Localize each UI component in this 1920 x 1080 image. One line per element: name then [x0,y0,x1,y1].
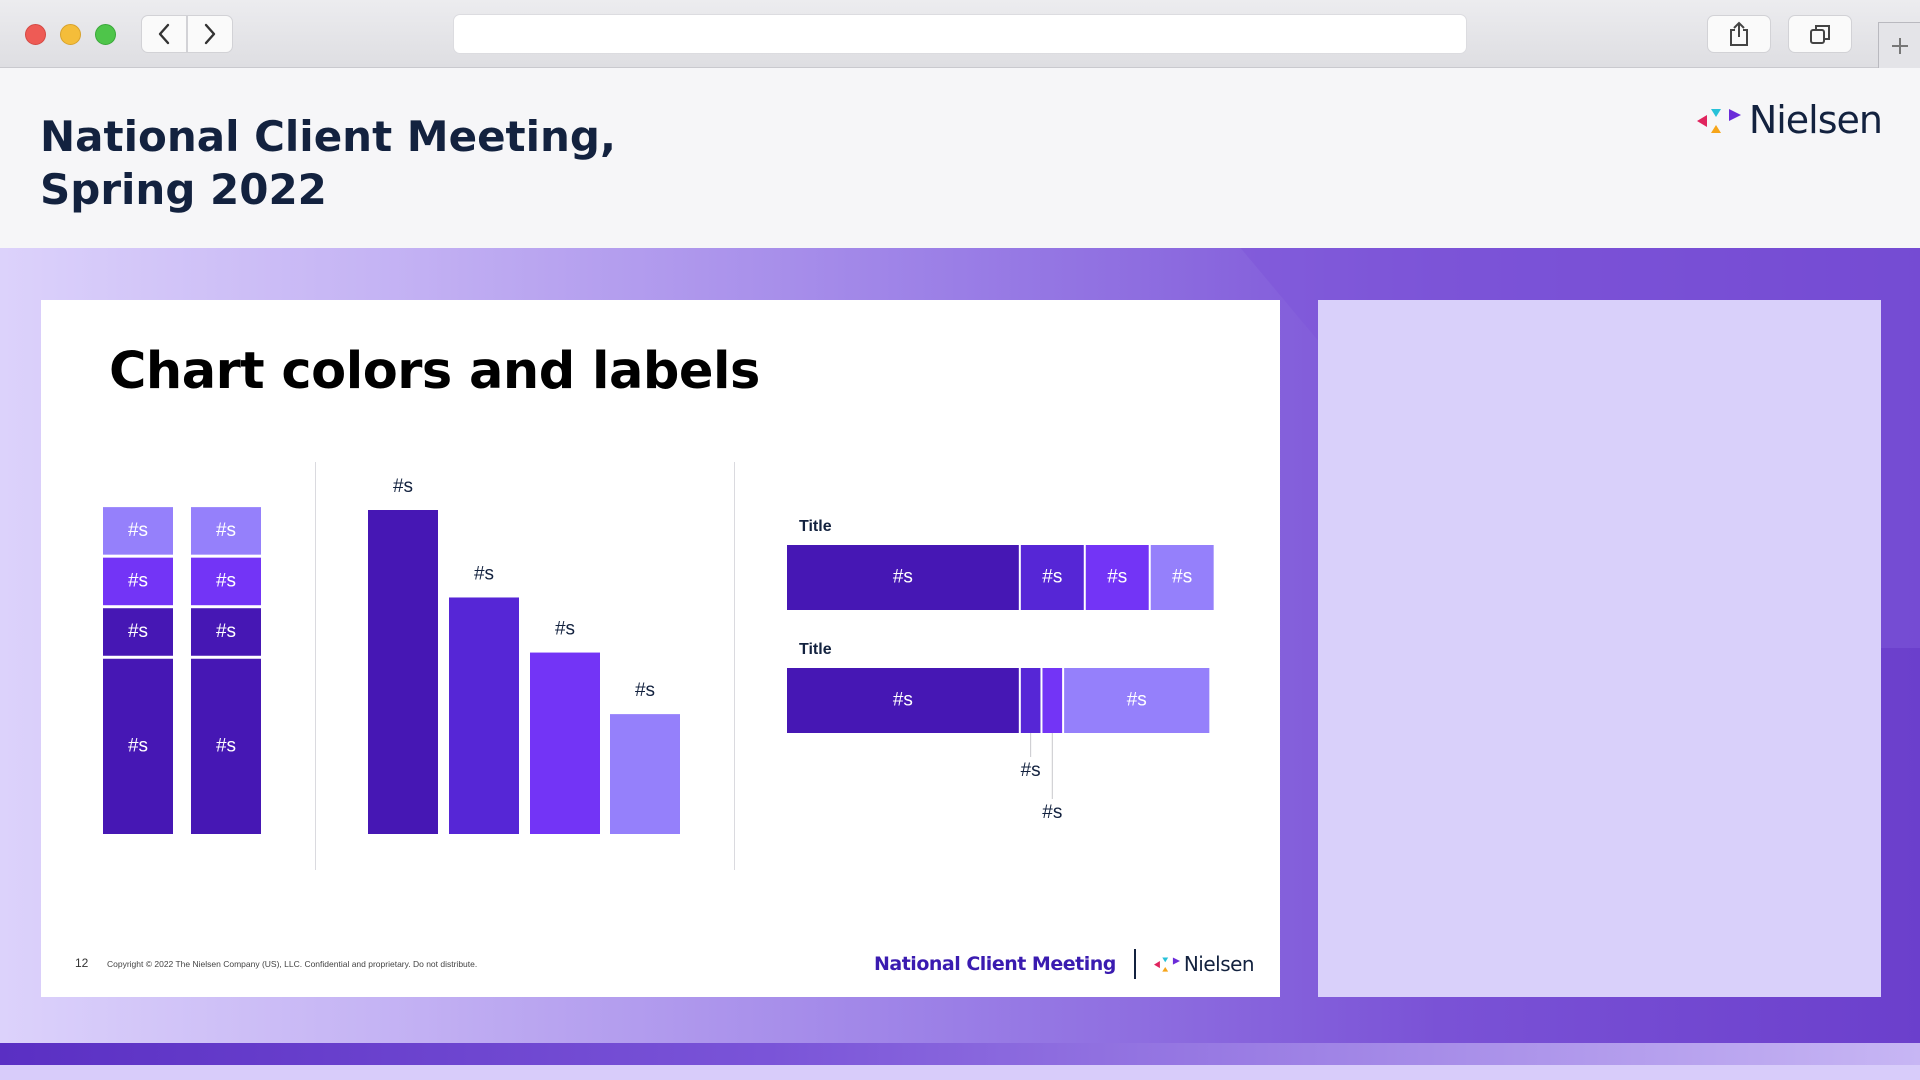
bar-value-label: #s [474,563,494,584]
bar [449,597,519,834]
bar-value-label: #s [635,680,655,701]
browser-toolbar [0,0,1920,68]
back-button[interactable] [141,15,187,53]
forward-button[interactable] [187,15,233,53]
chart-divider [315,462,316,870]
row-title: Title [799,518,832,535]
chart-divider [734,462,735,870]
bar-value-label: #s [555,619,575,640]
plus-icon [1891,37,1908,54]
stacked-bar-segment [1042,668,1063,733]
footer-brand-name: Nielsen [1183,952,1255,976]
stacked-bar-segment [1064,668,1210,733]
share-button[interactable] [1707,15,1771,53]
tabs-overview-button[interactable] [1788,15,1852,53]
slide[interactable]: Chart colors and labels #s #s #s #s #s #s #s #s… [41,300,1280,997]
bar-segment-label: #s [128,570,148,591]
stacked-bar-segment [103,507,173,555]
slide-footer-brand: National Client Meeting Nielsen [874,949,1255,979]
stacked-bar-segment [191,608,261,656]
stacked-bar-segment [103,557,173,606]
zoom-window-button[interactable] [95,24,116,45]
slide-number: 12 [75,956,89,970]
stacked-bar-segment [787,668,1019,733]
copyright-text: Copyright © 2022 The Nielsen Company (US… [107,959,478,969]
page-title: National Client Meeting, Spring 2022 [40,112,616,214]
slide-heading: Chart colors and labels [109,342,760,401]
bar-segment-label: #s [216,570,236,591]
footer-separator [1133,949,1136,979]
bar-segment-label: #s [128,735,148,756]
nielsen-mark-icon [1696,109,1741,133]
close-window-button[interactable] [25,24,46,45]
page-header: National Client Meeting, Spring 2022 Nie… [0,68,1920,248]
nielsen-mark-icon [1153,957,1180,972]
new-tab-button[interactable] [1878,22,1920,68]
bar [610,714,680,834]
bar-segment-label: #s [128,520,148,541]
bar [530,652,600,834]
side-panel [1318,300,1881,997]
stacked-bar-segment [103,658,173,834]
decorative-strip [0,1065,1920,1080]
tabs-overview-icon [1810,25,1830,44]
row-title: Title [799,641,832,658]
bar-segment-label: #s [1042,802,1062,823]
stacked-bar-segment [103,608,173,656]
bar-segment-label: #s [128,621,148,642]
stacked-bar-segment [1085,545,1149,610]
chevron-left-icon [158,23,170,45]
stacked-bar-segment [1150,545,1214,610]
bar-segment-label: #s [1021,760,1041,781]
bar-segment-label: #s [1172,567,1192,588]
nielsen-logo[interactable]: Nielsen [1696,98,1883,142]
stacked-bar-segment [1020,545,1084,610]
decorative-band [0,1043,1920,1065]
bar-segment-label: #s [216,735,236,756]
bar-segment-label: #s [216,621,236,642]
bar-segment-label: #s [893,690,913,711]
minimize-window-button[interactable] [60,24,81,45]
address-bar[interactable] [453,14,1467,54]
stacked-bar-segment [191,658,261,834]
bar-segment-label: #s [1107,567,1127,588]
stacked-bar-segment [191,557,261,606]
footer-meeting-title: National Client Meeting [874,953,1116,975]
bar-segment-label: #s [216,520,236,541]
bar-segment-label: #s [893,567,913,588]
bar [368,510,438,834]
bar-segment-label: #s [1042,567,1062,588]
share-icon [1730,21,1748,46]
bar-value-label: #s [393,476,413,497]
brand-name: Nielsen [1748,98,1883,142]
chevron-right-icon [204,23,216,45]
stacked-bar-segment [1020,668,1041,733]
stacked-bar-segment [191,507,261,555]
stacked-bar-segment [787,545,1019,610]
bar-segment-label: #s [1127,690,1147,711]
